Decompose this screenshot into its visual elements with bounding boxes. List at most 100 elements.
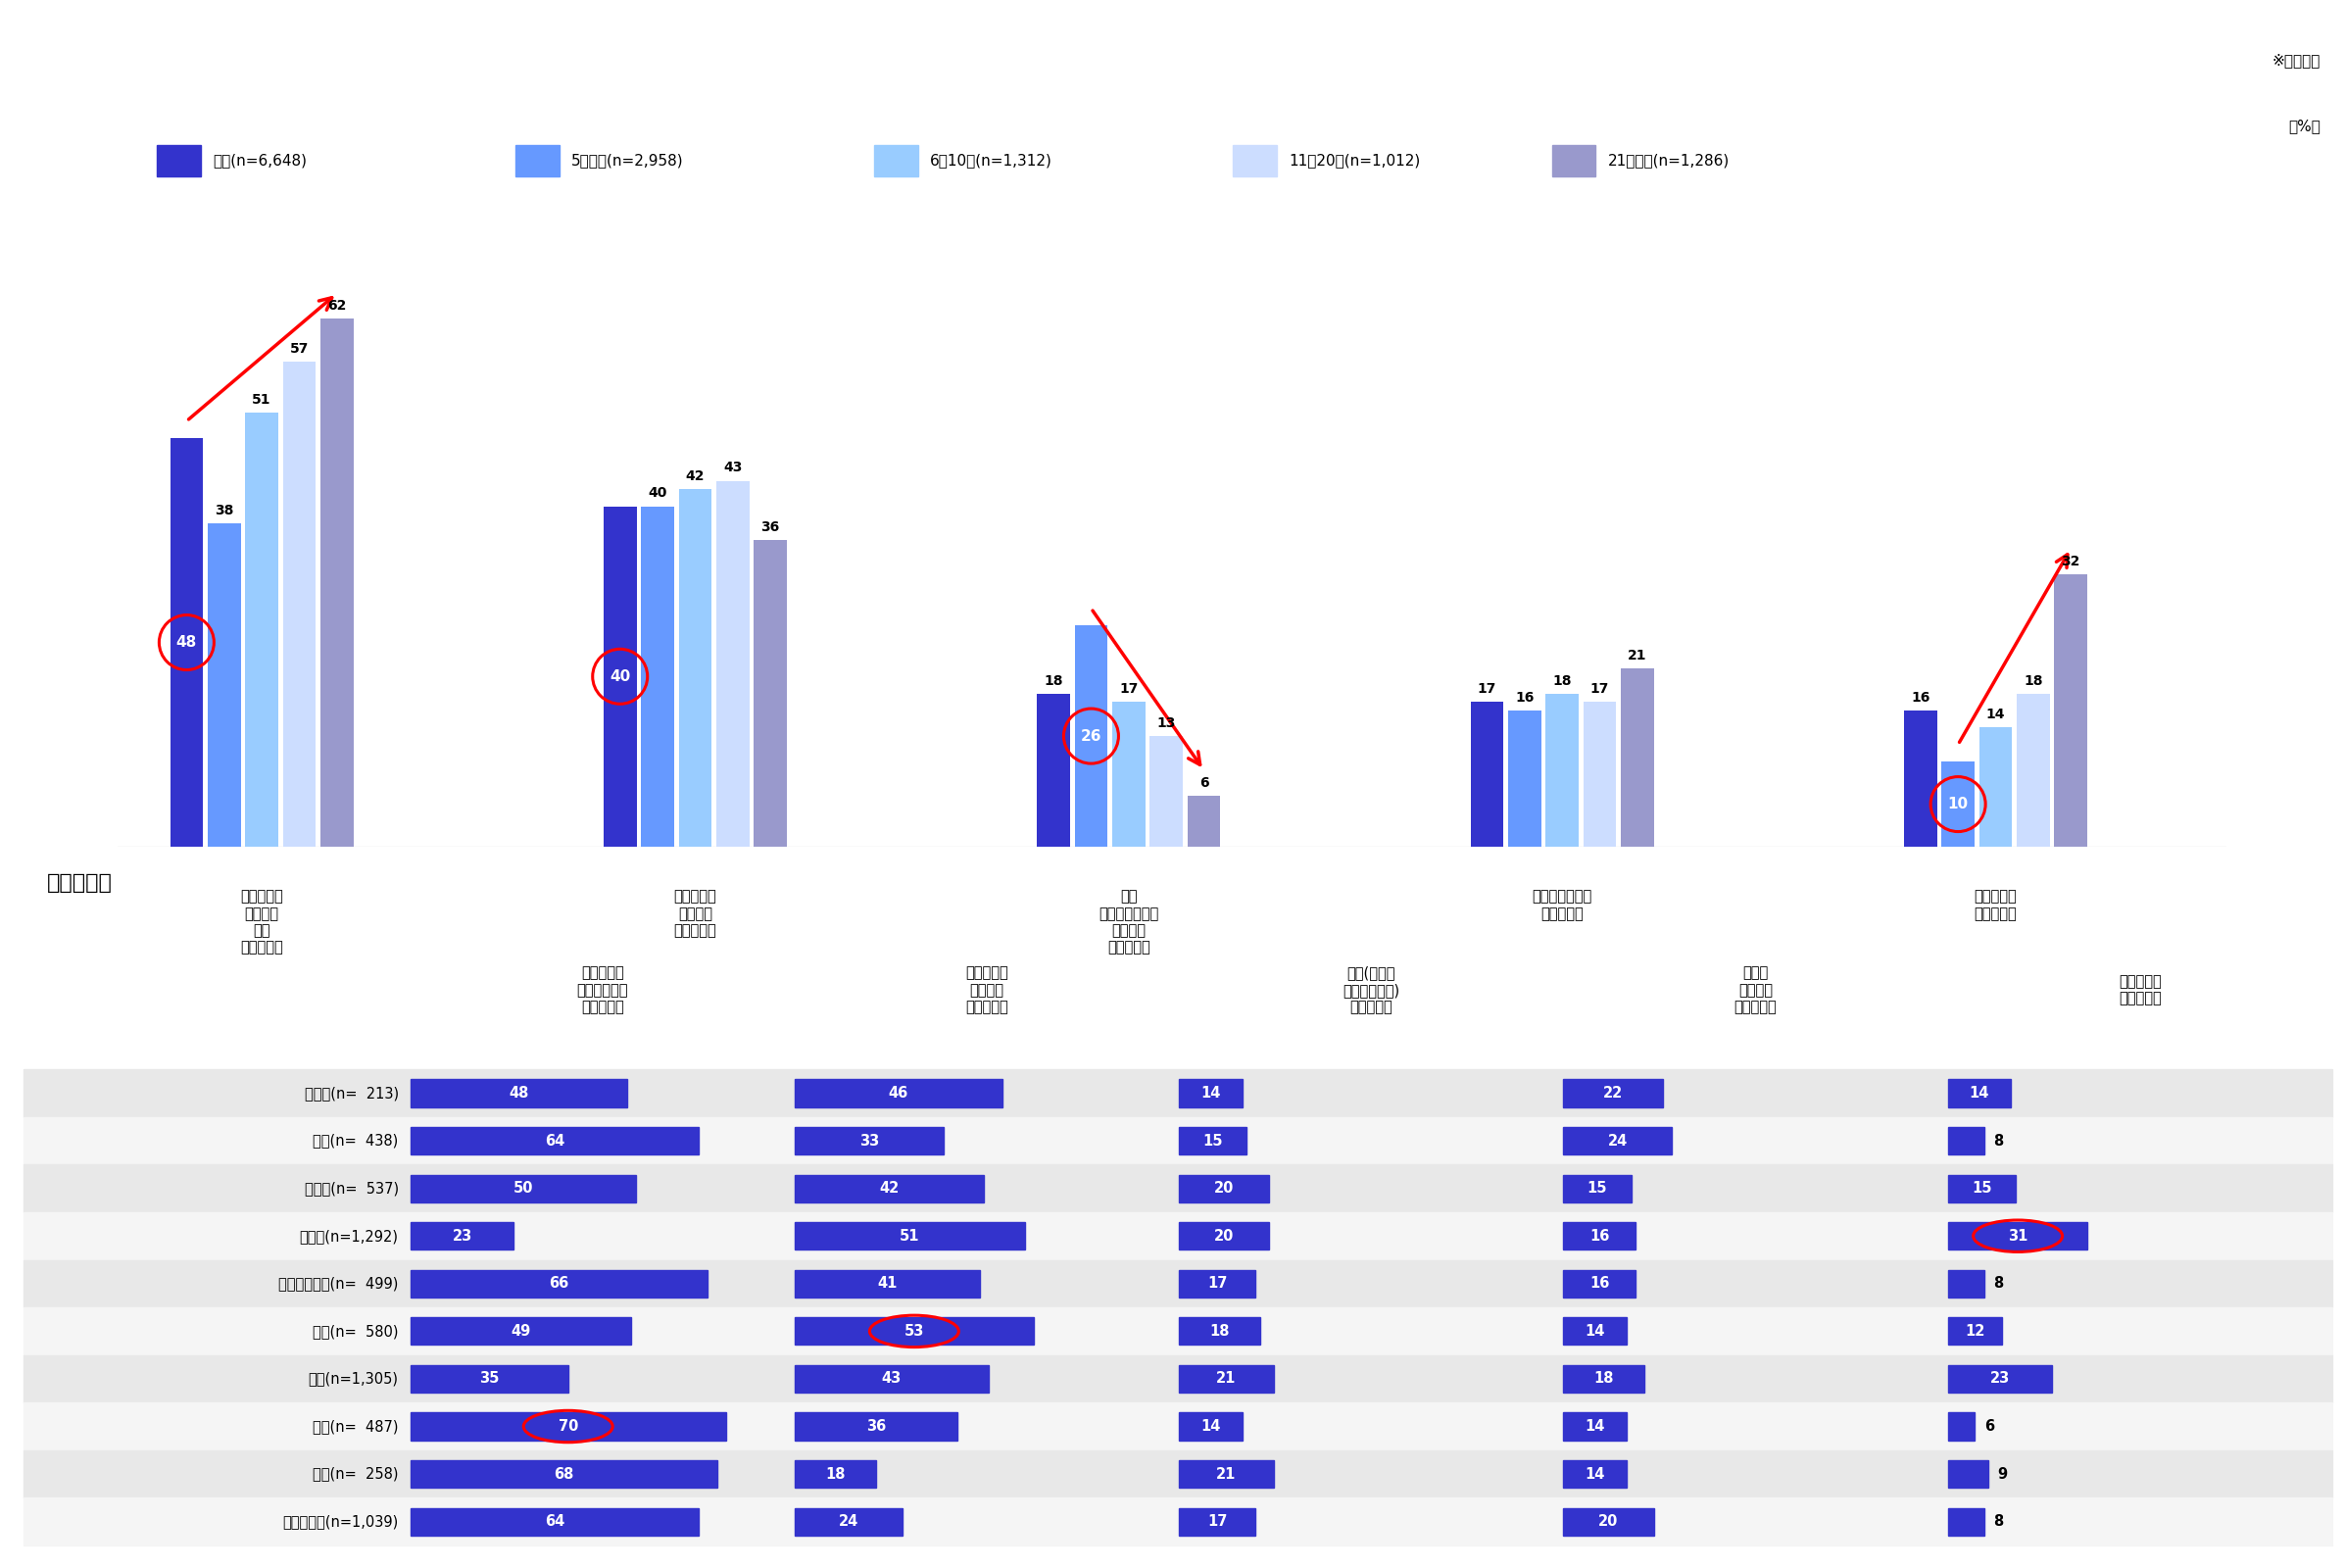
- Text: 17: 17: [1118, 682, 1139, 696]
- Bar: [640, 506, 675, 847]
- Text: 14: 14: [1969, 1085, 1990, 1101]
- Text: 43: 43: [724, 461, 743, 475]
- Text: 24: 24: [1608, 1134, 1627, 1148]
- Bar: [1948, 1221, 2089, 1250]
- Bar: [1179, 1127, 1247, 1154]
- Text: メガバンク
からの借入: メガバンク からの借入: [1974, 889, 2018, 920]
- Text: 66: 66: [548, 1276, 570, 1290]
- Bar: [23, 1165, 2332, 1212]
- Bar: [1941, 762, 1974, 847]
- Text: 20: 20: [1599, 1515, 1620, 1529]
- Bar: [795, 1079, 1003, 1107]
- Bar: [795, 1508, 902, 1535]
- Text: 14: 14: [1200, 1419, 1221, 1433]
- Bar: [1903, 710, 1936, 847]
- Text: 中国(n=  487): 中国(n= 487): [312, 1419, 398, 1433]
- Bar: [1948, 1270, 1983, 1297]
- Text: 18: 18: [1210, 1323, 1231, 1339]
- Text: 18: 18: [2023, 674, 2042, 687]
- Bar: [410, 1079, 626, 1107]
- Bar: [23, 1308, 2332, 1355]
- Bar: [1620, 668, 1655, 847]
- Bar: [602, 506, 638, 847]
- Text: 18: 18: [1594, 1372, 1615, 1386]
- Text: 17: 17: [1207, 1276, 1228, 1290]
- Text: 20: 20: [1214, 1181, 1235, 1196]
- Bar: [795, 1221, 1024, 1250]
- Text: 18: 18: [825, 1466, 846, 1482]
- Bar: [23, 1212, 2332, 1259]
- Bar: [410, 1366, 567, 1392]
- Bar: [680, 489, 713, 847]
- Bar: [246, 412, 279, 847]
- Text: 12: 12: [1964, 1323, 1985, 1339]
- Bar: [209, 524, 241, 847]
- Text: 17: 17: [1207, 1515, 1228, 1529]
- Text: 35: 35: [478, 1372, 499, 1386]
- Bar: [1582, 702, 1617, 847]
- Text: 政府系
金融機関
からの借入: 政府系 金融機関 からの借入: [1735, 966, 1777, 1014]
- Text: 北関東(n=  537): 北関東(n= 537): [305, 1181, 398, 1196]
- Bar: [410, 1270, 708, 1297]
- Bar: [1563, 1127, 1671, 1154]
- Bar: [1545, 693, 1578, 847]
- Text: 16: 16: [1514, 691, 1533, 704]
- Bar: [2016, 693, 2049, 847]
- Text: 24: 24: [839, 1515, 858, 1529]
- Text: 関西(n=1,305): 関西(n=1,305): [309, 1372, 398, 1386]
- Bar: [1948, 1317, 2002, 1345]
- Text: 38: 38: [216, 503, 234, 517]
- Text: 北海道(n=  213): 北海道(n= 213): [305, 1085, 398, 1101]
- Bar: [321, 318, 354, 847]
- Text: 26: 26: [1081, 729, 1102, 743]
- Bar: [516, 146, 560, 176]
- Bar: [795, 1127, 945, 1154]
- Text: 信用金庫・
信用組合
からの借入: 信用金庫・ 信用組合 からの借入: [966, 966, 1008, 1014]
- Text: 16: 16: [1589, 1276, 1610, 1290]
- Text: 23: 23: [452, 1229, 471, 1243]
- Text: 21: 21: [1217, 1372, 1235, 1386]
- Bar: [410, 1127, 699, 1154]
- Bar: [1552, 146, 1596, 176]
- Bar: [795, 1270, 980, 1297]
- Bar: [1563, 1079, 1662, 1107]
- Bar: [2053, 574, 2086, 847]
- Bar: [1948, 1366, 2051, 1392]
- Bar: [795, 1460, 877, 1488]
- Bar: [1948, 1460, 1988, 1488]
- Text: 21: 21: [1217, 1466, 1235, 1482]
- Text: 8: 8: [1992, 1134, 2004, 1148]
- Text: 64: 64: [544, 1515, 565, 1529]
- Text: 23: 23: [1990, 1372, 2009, 1386]
- Text: 68: 68: [553, 1466, 574, 1482]
- Text: 政府系金融機関
からの借入: 政府系金融機関 からの借入: [1533, 889, 1592, 920]
- Bar: [795, 1413, 956, 1441]
- Bar: [1179, 1317, 1261, 1345]
- Text: 8: 8: [1992, 1276, 2004, 1290]
- Text: 53: 53: [905, 1323, 924, 1339]
- Text: 14: 14: [1585, 1323, 1606, 1339]
- Bar: [795, 1174, 984, 1203]
- Text: 46: 46: [888, 1085, 907, 1101]
- Text: （%）: （%）: [2288, 119, 2321, 133]
- Bar: [1563, 1460, 1627, 1488]
- Bar: [874, 146, 919, 176]
- Bar: [1149, 735, 1184, 847]
- Text: 42: 42: [684, 469, 706, 483]
- Text: 21人以上(n=1,286): 21人以上(n=1,286): [1608, 154, 1730, 168]
- Text: 48: 48: [509, 1085, 527, 1101]
- Text: 6〜10人(n=1,312): 6〜10人(n=1,312): [931, 154, 1052, 168]
- Text: 31: 31: [2009, 1229, 2028, 1243]
- Text: 15: 15: [1971, 1181, 1992, 1196]
- Text: 個人
（経営者本人・
親族等）
からの借入: 個人 （経営者本人・ 親族等） からの借入: [1099, 889, 1158, 955]
- Text: 15: 15: [1587, 1181, 1608, 1196]
- Text: 62: 62: [328, 299, 347, 314]
- Bar: [1948, 1508, 1983, 1535]
- Bar: [23, 1116, 2332, 1165]
- Bar: [1948, 1127, 1983, 1154]
- Text: 50: 50: [513, 1181, 532, 1196]
- Text: 16: 16: [1589, 1229, 1610, 1243]
- Bar: [795, 1366, 989, 1392]
- Bar: [1036, 693, 1071, 847]
- Bar: [1563, 1221, 1636, 1250]
